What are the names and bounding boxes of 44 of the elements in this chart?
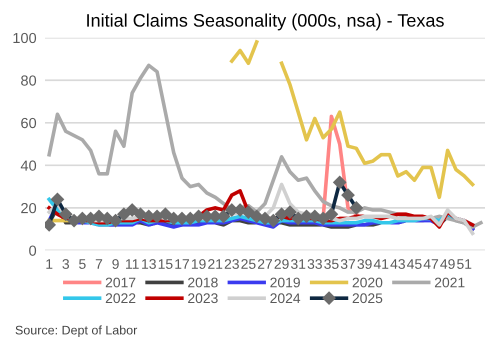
x-tick-label: 3 [62,259,70,269]
x-tick-label: 31 [291,259,306,269]
x-tick-label: 5 [79,259,86,269]
legend-label: 2020 [352,278,382,288]
legend-label: 2024 [270,293,300,304]
y-tick-label: 40 [20,160,36,171]
y-tick-label: 0 [29,245,36,256]
y-tick-label: 20 [21,202,36,214]
x-tick-label: 49 [440,259,455,269]
x-tick-label: 11 [126,259,139,269]
legend-label: 2018 [188,278,218,288]
x-tick-label: 27 [258,259,272,269]
x-tick-label: 37 [340,259,356,269]
x-tick-label: 9 [112,259,119,269]
chart-title: Initial Claims Seasonality (000s, nsa) - Texas [87,14,444,30]
x-tick-label: 13 [142,259,156,269]
x-tick-label: 41 [374,259,388,269]
x-tick-label: 1 [46,259,52,269]
y-tick-label: 80 [21,75,36,86]
legend-label: 2023 [188,293,218,304]
x-tick-label: 33 [308,259,322,269]
x-tick-label: 29 [274,259,289,269]
line-series [47,64,483,229]
x-tick-label: 43 [390,259,405,269]
legend-label: 2017 [106,278,136,288]
x-tick-label: 47 [424,259,438,269]
x-tick-label: 21 [208,259,222,269]
legend-label: 2019 [270,278,300,288]
x-tick-label: 23 [224,259,239,269]
x-tick-label: 45 [407,259,422,269]
x-tick-label: 7 [96,259,102,269]
source-note: Source: Dept of Labor [16,325,138,338]
x-tick-label: 35 [324,259,339,269]
x-tick-label: 19 [192,259,206,269]
x-tick-label: 39 [357,259,372,269]
y-tick-label: 60 [21,118,36,128]
legend-label: 2025 [352,293,382,304]
legend-label: 2021 [434,278,464,288]
legend-label: 2022 [106,293,136,304]
x-tick-label: 17 [175,259,190,269]
x-tick-label: 25 [241,259,256,269]
y-tick-label: 100 [13,32,36,44]
x-tick-label: 15 [158,259,173,269]
x-tick-label: 51 [457,259,472,269]
